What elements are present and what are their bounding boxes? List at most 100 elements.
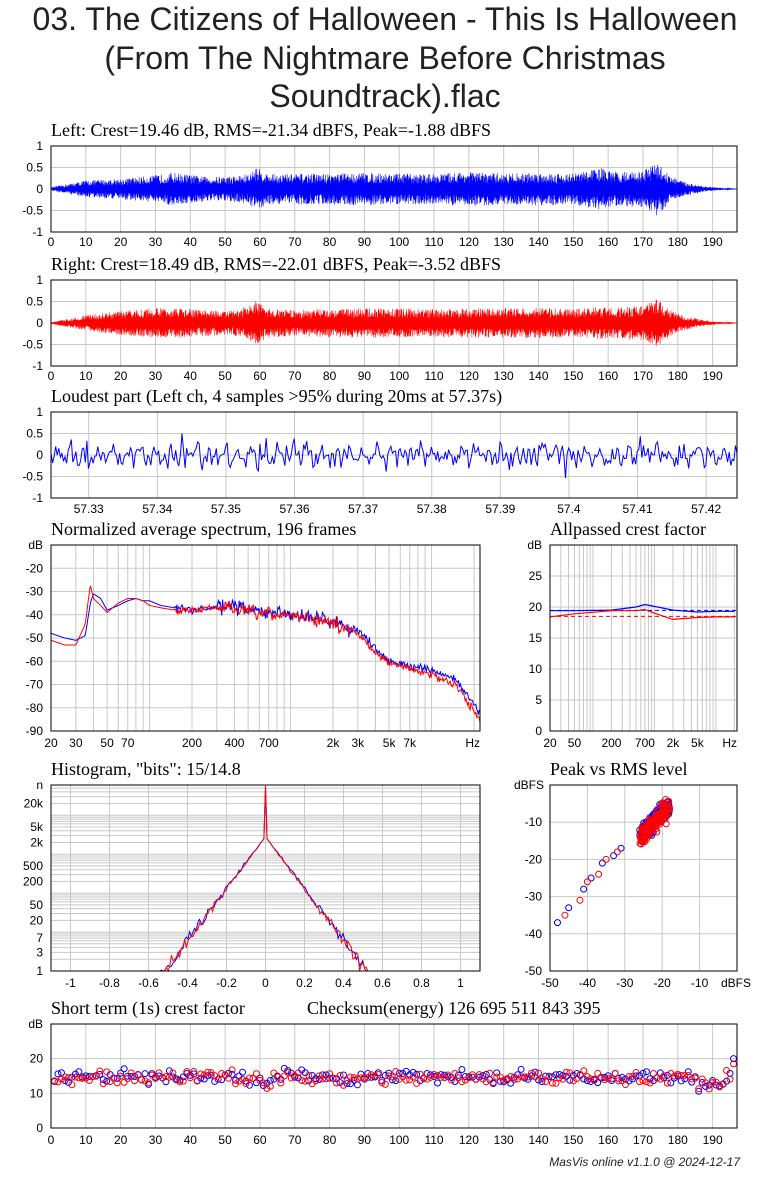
x-tick-label: 10	[79, 235, 93, 249]
checksum-label: Checksum(energy) 126 695 511 843 395	[307, 998, 600, 1019]
crest-point	[684, 1071, 692, 1079]
crest-point	[608, 1075, 616, 1083]
waveform-right-trace	[50, 299, 737, 347]
y-tick-label: 10	[30, 1086, 44, 1100]
crest-point	[625, 1073, 633, 1081]
crest-point	[252, 1079, 260, 1087]
crest-point	[357, 1074, 365, 1082]
crest-point	[434, 1079, 442, 1087]
crest-point	[444, 1071, 452, 1079]
crest-point	[723, 1067, 731, 1075]
x-tick-label: 57.35	[211, 502, 241, 516]
x-tick-label: 100	[389, 1133, 409, 1147]
x-tick-label: 0	[48, 369, 55, 383]
x-tick-label: 20	[114, 1133, 128, 1147]
crest-point	[587, 1075, 595, 1083]
crest-point	[145, 1079, 153, 1087]
x-tick-label: 80	[323, 1133, 337, 1147]
crest-point	[695, 1085, 703, 1093]
x-tick-label: 200	[182, 736, 202, 750]
crest-point	[632, 1068, 640, 1076]
crest-point	[374, 1071, 382, 1079]
crest-point	[360, 1074, 368, 1082]
crest-point	[622, 1081, 630, 1089]
crest-point	[698, 1075, 706, 1083]
crest-point	[663, 1079, 671, 1087]
crest-point	[117, 1069, 125, 1077]
crest-point	[482, 1078, 490, 1086]
y-tick-label: 20	[529, 600, 543, 614]
y-tick-label: 3	[36, 945, 43, 959]
crest-point	[294, 1069, 302, 1077]
x-tick-label: 57.39	[485, 502, 515, 516]
y-tick-label: 0.5	[26, 427, 43, 441]
x-tick-label: 30	[149, 369, 163, 383]
y-tick-label: 10	[529, 662, 543, 676]
x-tick-label: 140	[528, 1133, 548, 1147]
crest-point	[388, 1073, 396, 1081]
crest-point	[127, 1072, 135, 1080]
x-tick-label: 70	[288, 369, 302, 383]
x-tick-label: 0	[262, 976, 269, 990]
x-tick-label: 0.6	[374, 976, 391, 990]
x-tick-label: 10	[79, 369, 93, 383]
crest-point	[524, 1073, 532, 1081]
x-tick-label: 20	[44, 736, 58, 750]
x-tick-label: 60	[253, 369, 267, 383]
y-tick-label: -90	[26, 724, 44, 738]
scatter-point	[652, 825, 660, 833]
crest-point	[642, 1068, 650, 1076]
y-tick-label: 1	[36, 964, 43, 978]
x-tick-label: -40	[579, 976, 597, 990]
crest-point	[493, 1069, 501, 1077]
crest-point	[681, 1071, 689, 1079]
crest-point	[635, 1078, 643, 1086]
waveform-left-trace	[50, 164, 737, 216]
x-unit-label: dBFS	[721, 976, 751, 990]
crest-point	[110, 1074, 118, 1082]
y-tick-label: -1	[32, 359, 43, 373]
crest-point	[562, 1068, 570, 1076]
crest-point	[89, 1073, 97, 1081]
crest-point	[709, 1076, 717, 1084]
x-tick-label: -0.6	[138, 976, 159, 990]
x-tick-label: 130	[494, 369, 514, 383]
x-tick-label: 70	[121, 736, 135, 750]
crest-point	[319, 1075, 327, 1083]
x-tick-label: 30	[149, 235, 163, 249]
crest-point	[165, 1073, 173, 1081]
x-tick-label: 190	[703, 369, 723, 383]
scatter-point	[639, 837, 647, 845]
crest-point	[569, 1077, 577, 1085]
y-tick-label: 0	[36, 448, 43, 462]
x-tick-label: 110	[424, 369, 443, 383]
crest-point	[256, 1076, 264, 1084]
x-tick-label: 120	[459, 235, 479, 249]
crest-point	[381, 1080, 389, 1088]
crest-point	[245, 1081, 253, 1089]
crest-point	[695, 1087, 703, 1095]
crest-point	[454, 1071, 462, 1079]
x-tick-label: -1	[65, 976, 76, 990]
loudest-part-title: Loudest part (Left ch, 4 samples >95% du…	[51, 386, 502, 407]
crest-point	[489, 1079, 497, 1087]
crest-point	[85, 1072, 93, 1080]
crest-point	[280, 1072, 288, 1080]
x-tick-label: 170	[633, 369, 653, 383]
crest-point	[357, 1070, 365, 1078]
crest-point	[151, 1074, 159, 1082]
y-unit-label: dB	[28, 538, 43, 552]
scatter-point	[662, 809, 670, 817]
crest-point	[688, 1078, 696, 1086]
scatter-point	[642, 825, 650, 833]
crest-point	[232, 1076, 240, 1084]
x-tick-label: 200	[601, 736, 621, 750]
crest-point	[653, 1074, 661, 1082]
crest-point	[475, 1071, 483, 1079]
crest-point	[618, 1077, 626, 1085]
y-tick-label: 1	[36, 273, 43, 287]
y-tick-label: 1	[36, 139, 43, 153]
crest-point	[538, 1078, 546, 1086]
crest-point	[660, 1074, 668, 1082]
